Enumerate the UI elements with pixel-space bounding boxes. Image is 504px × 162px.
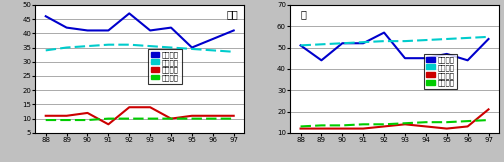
Legend: 男：鳥取, 男：全国, 女：鳥取, 女：全国: 男：鳥取, 男：全国, 女：鳥取, 女：全国 [424, 54, 457, 89]
Text: 肺: 肺 [300, 9, 306, 19]
Text: 肝臓: 肝臓 [226, 9, 238, 19]
Legend: 男：鳥取, 男：全国, 女：鳥取, 女：全国: 男：鳥取, 男：全国, 女：鳥取, 女：全国 [148, 49, 181, 84]
